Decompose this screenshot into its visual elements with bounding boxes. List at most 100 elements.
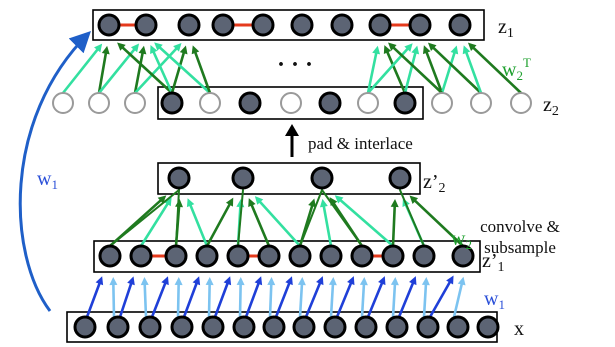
node-zp1	[412, 244, 436, 268]
edge-z2-to-z1	[61, 46, 101, 95]
w1-skip-arrow	[18, 31, 91, 312]
edge-x-to-zp1-lightblue	[298, 280, 304, 319]
edge-z2-to-z1	[403, 49, 418, 95]
edge-z2-to-z1	[119, 44, 174, 95]
w2-lower-label: w2	[451, 228, 472, 252]
node-zp1	[451, 244, 475, 268]
pad-interlace-text: pad & interlace	[308, 134, 413, 153]
node-z2	[199, 92, 221, 114]
edge-z2-to-z1	[366, 49, 379, 95]
edge-zp1-to-zp2	[139, 200, 171, 248]
edge-z2-to-z1-head	[179, 45, 188, 55]
edge-z2-to-z1-head	[138, 45, 147, 55]
node-zp2	[388, 166, 412, 190]
node-z1	[290, 13, 314, 37]
convolve-text-line2: subsample	[484, 238, 556, 257]
edge-z2-to-z1	[156, 44, 212, 95]
edge-zp1-zp2-extra	[321, 189, 363, 247]
edge-zp1-to-zp2	[411, 197, 465, 248]
edge-x-to-zp1-blue	[274, 279, 292, 319]
edge-z2-to-z1-head	[404, 43, 413, 52]
edge-x-to-zp1-blue-head	[378, 276, 386, 286]
pad-interlace-arrowhead	[285, 124, 299, 136]
edge-zp1-to-zp2-head	[390, 198, 399, 208]
edge-x-to-zp1-lightblue-head	[359, 276, 368, 286]
edge-x-to-zp1-lightblue-head	[267, 276, 276, 286]
node-zp2	[310, 166, 334, 190]
edge-x-to-zp1-blue	[366, 279, 385, 319]
zp2-label: z’2	[423, 171, 446, 196]
edge-z2-to-z1-head	[101, 45, 110, 55]
edge-z2-to-z1-head	[427, 42, 437, 51]
edge-x-to-zp1-lightblue	[391, 280, 397, 319]
edge-z2-to-z1-head	[388, 42, 397, 51]
edge-z2-to-z1-head	[117, 42, 126, 51]
node-z1	[251, 13, 275, 37]
node-zp1	[288, 244, 312, 268]
edge-z2-to-z1-head	[422, 45, 431, 55]
edge-z2-to-z1	[440, 48, 457, 95]
node-z2	[124, 92, 146, 114]
edge-x-to-zp1-blue-head	[223, 276, 232, 286]
node-x	[446, 315, 470, 339]
w1-lower-label: w1	[484, 288, 505, 312]
edge-z2-to-z1	[133, 45, 180, 95]
edge-x-to-zp1-lightblue-head	[421, 276, 430, 286]
edge-zp1-to-zp2-head	[308, 198, 316, 208]
edge-x-to-zp1-blue	[182, 279, 199, 319]
edge-z2-to-z1	[390, 44, 444, 95]
edge-x-to-zp1-lightblue-head	[236, 276, 245, 286]
edge-x-to-zp1-blue	[213, 279, 230, 319]
w2T-label: w2T	[502, 55, 531, 83]
edge-x-to-zp1-lightblue-head	[140, 276, 149, 286]
node-z2	[431, 92, 453, 114]
node-x	[476, 315, 500, 339]
node-z2	[238, 91, 262, 115]
node-zp1	[164, 244, 188, 268]
edge-zp1-to-zp2	[249, 201, 271, 248]
node-zp2	[167, 166, 191, 190]
zp1-label: z’1	[482, 250, 505, 275]
edge-zp1-to-zp2-head	[334, 195, 344, 204]
edge-x-to-zp1-lightblue-head	[457, 276, 466, 286]
edge-z2-to-z1-head	[191, 45, 200, 55]
node-z1	[97, 13, 121, 37]
edge-z2-to-z1	[385, 48, 407, 95]
edge-zp1-zp2-extra	[175, 189, 180, 247]
edge-zp1-zp2-extra	[299, 189, 323, 247]
node-z1	[134, 13, 158, 37]
edge-z2-to-z1	[464, 48, 483, 95]
node-zp1	[381, 244, 405, 268]
edge-z2-to-z1-head	[173, 43, 182, 52]
edge-zp1-to-zp2	[205, 200, 233, 248]
node-zp1	[98, 244, 122, 268]
z2-label: z2	[543, 94, 559, 119]
edge-x-to-zp1-lightblue	[207, 280, 211, 319]
edge-x-to-zp1-blue-head	[254, 276, 263, 286]
edge-z2-to-z1	[470, 44, 523, 95]
edge-x-to-zp1-lightblue-head	[109, 276, 118, 286]
ellipsis-text: · · ·	[277, 52, 313, 78]
node-x	[354, 315, 378, 339]
edge-x-to-zp1-blue-head	[316, 276, 324, 286]
edge-x-to-zp1-lightblue-head	[174, 276, 183, 286]
edge-zp1-to-zp2-head	[157, 195, 167, 204]
edge-zp1-zp2-extra	[237, 189, 244, 247]
edge-x-to-zp1-lightblue-head	[205, 276, 214, 286]
edge-zp1-to-zp2	[391, 202, 397, 248]
edge-x-to-zp1-blue-head	[127, 276, 135, 286]
edge-z2-to-z1	[151, 48, 174, 95]
edge-z2-to-z1	[424, 48, 444, 95]
node-x	[292, 315, 316, 339]
edge-x-to-zp1-blue-head	[446, 275, 454, 285]
node-z1	[211, 13, 235, 37]
edge-x-to-zp1-blue-head	[192, 276, 201, 286]
node-z2	[160, 91, 184, 115]
x-label: x	[514, 318, 524, 340]
zp2-layer-box	[157, 162, 421, 195]
edge-x-to-zp1-blue-head	[409, 276, 417, 286]
convolve-text-line1: convolve &	[480, 217, 560, 236]
z1-label: z1	[498, 16, 514, 41]
edge-zp1-to-zp2-head	[409, 195, 419, 204]
